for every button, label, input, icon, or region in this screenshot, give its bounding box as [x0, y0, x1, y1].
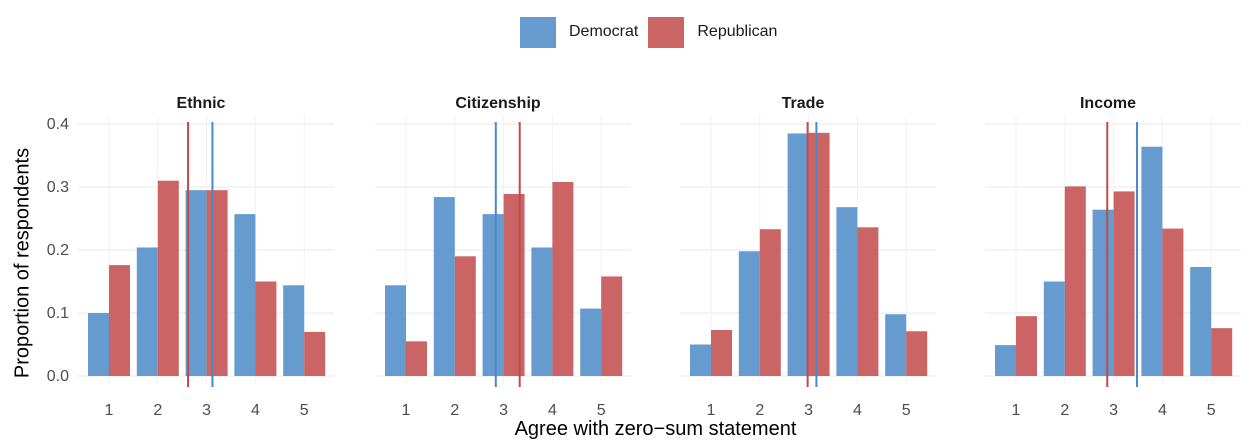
bar-republican: [759, 229, 781, 376]
bar-republican: [1211, 328, 1233, 376]
x-tick-label: 4: [251, 402, 260, 419]
legend-label-republican: Republican: [697, 23, 778, 40]
legend-label-democrat: Democrat: [569, 23, 639, 40]
bar-democrat: [531, 247, 553, 376]
legend: Democrat Republican: [520, 16, 787, 48]
bar-republican: [808, 132, 830, 376]
bar-republican: [601, 276, 623, 376]
bar-republican: [552, 181, 574, 376]
x-tick-label: 3: [202, 402, 211, 419]
bar-republican: [503, 193, 525, 376]
bar-democrat: [690, 344, 711, 376]
panel-title: Income: [1080, 95, 1136, 112]
x-tick-label: 3: [804, 402, 813, 419]
y-tick-label: 0.0: [47, 368, 69, 385]
x-tick-label: 1: [707, 402, 716, 419]
bar-republican: [1064, 186, 1086, 376]
panel-title: Trade: [782, 95, 825, 112]
bar-democrat: [283, 285, 305, 376]
bar-democrat: [185, 190, 207, 376]
legend-swatch-republican: [648, 16, 685, 48]
bar-republican: [1016, 316, 1037, 376]
bar-republican: [109, 265, 130, 376]
x-tick-label: 2: [1060, 402, 1069, 419]
bar-republican: [255, 281, 277, 376]
x-tick-label: 2: [153, 402, 162, 419]
x-tick-label: 3: [1109, 402, 1118, 419]
y-tick-label: 0.3: [47, 179, 69, 196]
bar-republican: [857, 227, 879, 376]
bar-democrat: [1092, 209, 1114, 376]
bar-republican: [1162, 228, 1184, 376]
legend-item-democrat: Democrat: [520, 16, 639, 48]
bar-democrat: [385, 285, 406, 376]
bar-democrat: [234, 214, 256, 376]
legend-swatch-democrat: [520, 16, 556, 48]
bar-democrat: [482, 214, 504, 376]
bar-democrat: [1043, 281, 1065, 376]
x-tick-label: 4: [853, 402, 862, 419]
bar-republican: [711, 330, 732, 376]
y-tick-label: 0.2: [47, 242, 69, 259]
y-axis-title: Proportion of respondents: [11, 147, 34, 379]
bar-democrat: [433, 197, 455, 376]
y-tick-label: 0.1: [47, 305, 69, 322]
bar-republican: [454, 256, 476, 376]
x-tick-label: 2: [450, 402, 459, 419]
bar-republican: [1113, 191, 1135, 376]
bar-democrat: [836, 207, 858, 376]
x-tick-label: 5: [300, 402, 309, 419]
bar-democrat: [738, 251, 760, 376]
bar-republican: [157, 180, 179, 376]
x-tick-label: 4: [548, 402, 557, 419]
bar-democrat: [1141, 146, 1163, 376]
bar-democrat: [885, 314, 907, 376]
panel-title: Ethnic: [177, 95, 226, 112]
x-tick-label: 3: [499, 402, 508, 419]
x-tick-label: 1: [105, 402, 114, 419]
x-tick-label: 5: [902, 402, 911, 419]
bar-republican: [304, 331, 326, 376]
bar-democrat: [995, 345, 1016, 376]
bar-democrat: [787, 133, 809, 376]
panel-title: Citizenship: [455, 95, 541, 112]
bar-democrat: [580, 308, 602, 376]
bar-republican: [206, 190, 228, 376]
x-tick-label: 4: [1158, 402, 1167, 419]
x-tick-label: 5: [597, 402, 606, 419]
x-tick-label: 5: [1207, 402, 1216, 419]
bar-democrat: [136, 247, 158, 376]
bar-republican: [406, 341, 427, 376]
bar-democrat: [1190, 267, 1212, 376]
x-tick-label: 2: [755, 402, 764, 419]
bar-republican: [906, 331, 928, 376]
y-tick-label: 0.4: [47, 116, 69, 133]
x-tick-label: 1: [1012, 402, 1021, 419]
x-tick-label: 1: [402, 402, 411, 419]
legend-item-republican: Republican: [648, 16, 778, 48]
x-axis-title: Agree with zero−sum statement: [514, 418, 797, 440]
bar-democrat: [88, 313, 109, 376]
